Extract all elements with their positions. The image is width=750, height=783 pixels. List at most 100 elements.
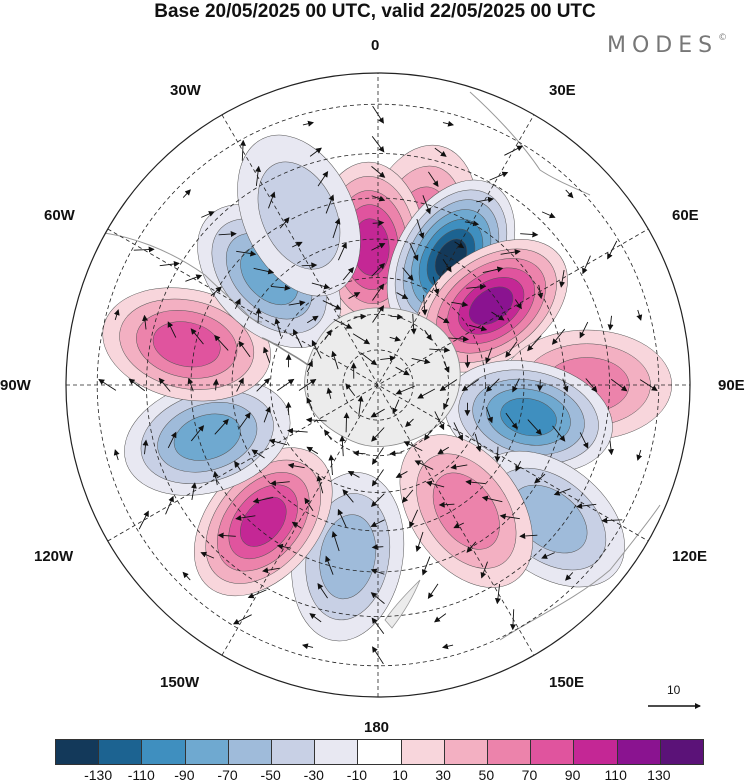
colorbar-swatch — [142, 740, 186, 764]
wind-arrow — [309, 613, 322, 623]
colorbar-tick-label: -110 — [127, 767, 155, 783]
wind-arrow — [306, 315, 319, 324]
wind-arrow — [324, 429, 332, 441]
wind-arrow — [425, 480, 445, 488]
wind-arrow — [190, 328, 204, 345]
lon-label-150w: 150W — [160, 674, 200, 691]
south-america-outline — [94, 231, 263, 323]
australia-outline — [499, 504, 661, 641]
wind-arrow — [301, 643, 314, 650]
wind-arrow — [182, 189, 191, 198]
colorbar-swatch — [401, 740, 445, 764]
wind-arrow — [317, 171, 329, 187]
wind-arrow — [331, 531, 340, 552]
wind-arrow — [489, 171, 509, 181]
positive-anomaly — [414, 239, 568, 373]
wind-arrow — [218, 230, 237, 237]
wind-arrow — [582, 255, 591, 275]
antarctic-peninsula — [261, 337, 309, 366]
wind-arrow — [551, 328, 566, 345]
wind-arrow — [427, 583, 439, 599]
wind-arrow — [474, 433, 482, 453]
wind-arrow — [636, 309, 643, 321]
wind-arrow — [357, 395, 364, 417]
lon-label-150e: 150E — [549, 674, 585, 691]
wind-arrow — [372, 283, 385, 301]
land-layer — [94, 91, 661, 641]
colorbar-tick-label: 10 — [392, 767, 408, 783]
new-zealand-outline — [384, 579, 421, 629]
wind-arrow — [500, 249, 521, 256]
wind-arrow — [395, 366, 410, 376]
wind-arrow — [263, 346, 271, 363]
wind-arrow — [252, 497, 274, 504]
wind-arrow — [269, 480, 290, 487]
wind-arrow — [514, 299, 522, 310]
wind-arrow — [428, 171, 439, 188]
wind-arrow — [210, 286, 222, 297]
colorbar-tick-label: 70 — [521, 767, 538, 783]
wind-arrow — [325, 555, 334, 575]
chart-title: Base 20/05/2025 00 UTC, valid 22/05/2025… — [154, 1, 596, 22]
wind-arrow — [309, 147, 322, 157]
wind-arrow — [396, 292, 409, 300]
wind-arrow — [288, 300, 306, 307]
wind-arrow — [417, 388, 436, 399]
wind-arrow — [342, 266, 355, 281]
wind-arrow — [190, 425, 205, 442]
wind-arrow — [232, 614, 252, 625]
wind-arrow — [541, 211, 556, 219]
positive-anomaly — [399, 434, 533, 588]
lon-label-120e: 120E — [672, 548, 708, 565]
latitude-circle — [96, 103, 660, 667]
wind-arrow — [324, 329, 332, 341]
wind-arrow — [424, 429, 432, 441]
wind-arrow — [410, 313, 417, 335]
wind-arrow — [505, 341, 518, 358]
anomaly-contour — [239, 496, 287, 547]
wind-arrow — [453, 522, 465, 529]
wind-arrow — [270, 284, 291, 291]
wind-arrow — [481, 495, 503, 503]
wind-arrow — [409, 509, 419, 528]
lon-label-120w: 120W — [34, 548, 74, 565]
meridian-line — [221, 114, 535, 656]
wind-arrow — [142, 439, 149, 455]
wind-arrow — [214, 418, 229, 435]
wind-arrow — [167, 431, 177, 449]
wind-arrow — [552, 425, 566, 442]
colorbar-tick-label: 50 — [478, 767, 495, 783]
lon-label-0: 0 — [371, 37, 380, 54]
colorbar-swatch — [574, 740, 618, 764]
reference-vector-label: 10 — [667, 683, 681, 697]
colorbar-tick-label: -50 — [260, 767, 281, 783]
colorbar-tick-label: 110 — [604, 767, 627, 783]
wind-arrow — [499, 513, 520, 520]
colorbar-swatch — [185, 740, 229, 764]
latitude-circle — [306, 313, 450, 457]
wind-arrow — [527, 335, 542, 352]
wind-arrow — [515, 461, 522, 472]
colorbar-swatch — [228, 740, 273, 764]
wind-arrow — [485, 378, 500, 393]
colorbar-swatch — [272, 740, 316, 764]
wind-arrow — [301, 262, 318, 269]
wind-arrow — [371, 262, 386, 277]
wind-arrow — [253, 267, 275, 275]
lon-label-60e: 60E — [672, 207, 699, 224]
lon-label-60w: 60W — [44, 207, 75, 224]
lon-label-90e: 90E — [718, 377, 745, 394]
wind-arrow — [416, 218, 425, 239]
wind-arrow — [345, 383, 356, 397]
wind-arrow — [448, 336, 469, 343]
wind-arrow — [610, 378, 628, 392]
wind-arrow — [353, 313, 367, 320]
wind-arrow — [576, 503, 597, 510]
positive-anomaly — [102, 287, 271, 402]
wind-arrow — [520, 231, 539, 238]
wind-arrow — [302, 120, 315, 127]
wind-arrow — [326, 387, 333, 399]
wind-arrow — [494, 584, 501, 605]
wind-arrow — [236, 250, 257, 257]
